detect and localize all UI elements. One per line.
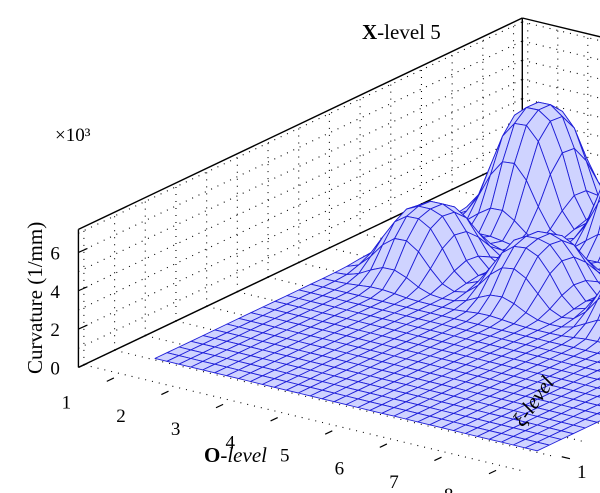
surface-mesh: [154, 101, 600, 452]
z-tick-label: 6: [50, 243, 60, 264]
z-tick: [78, 362, 88, 368]
grid-line: [78, 21, 523, 234]
z-tick: [78, 286, 88, 292]
o-tick: [379, 443, 388, 448]
surface-cell: [597, 294, 600, 301]
z-multiplier: ×10³: [55, 125, 91, 146]
o-tick: [106, 377, 115, 382]
z-axis-label: Curvature (1/mm): [23, 222, 47, 374]
chart-title: X-level 5: [362, 20, 441, 44]
axes-box: [77, 17, 600, 369]
o-tick-label: 7: [389, 472, 399, 493]
x-axis-label: O-level: [204, 443, 267, 467]
z-tick: [78, 247, 88, 253]
tick-layer: 02461234567812345678: [50, 243, 587, 493]
o-tick-label: 5: [280, 445, 290, 466]
o-tick: [161, 390, 169, 396]
o-tick: [434, 456, 442, 462]
o-tick-label: 4: [225, 432, 235, 453]
xi-tick-label: 1: [577, 462, 587, 483]
o-tick-label: 1: [62, 393, 72, 414]
surface-cell: [597, 336, 600, 343]
box-edge: [522, 17, 600, 38]
grid-line: [78, 59, 523, 273]
surface-cell: [597, 256, 600, 264]
z-tick-label: 4: [50, 282, 60, 303]
box-edge: [78, 155, 523, 369]
surface-cell: [597, 313, 600, 321]
grid-line: [78, 78, 523, 292]
o-tick: [324, 430, 333, 435]
o-tick-label: 2: [116, 406, 126, 427]
box-edge: [78, 17, 523, 231]
grid-line: [78, 98, 523, 311]
z-tick-label: 0: [50, 358, 60, 379]
grid-line: [78, 117, 523, 330]
o-tick-label: 6: [335, 459, 345, 480]
surface-cell: [524, 441, 550, 452]
o-tick: [488, 469, 497, 475]
o-tick: [270, 417, 278, 422]
xi-tick: [561, 456, 571, 460]
grid-line: [78, 40, 523, 253]
o-tick-label: 8: [444, 485, 454, 493]
z-tick-label: 2: [50, 320, 60, 341]
o-tick: [215, 403, 224, 409]
grid-line: [78, 136, 523, 349]
z-tick: [78, 324, 88, 330]
o-tick-label: 3: [171, 419, 181, 440]
